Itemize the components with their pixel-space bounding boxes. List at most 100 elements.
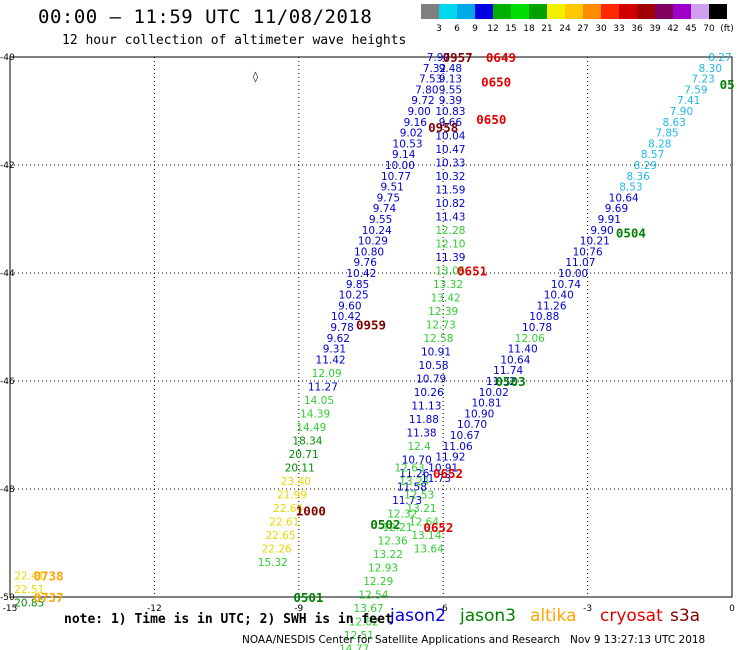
swh-value: 12.28 [435, 225, 465, 237]
pass-time-label: 0652 [423, 520, 453, 535]
swh-value: 10.91 [428, 462, 458, 474]
swh-value: 9.14 [392, 149, 416, 161]
swh-value: 10.32 [435, 171, 465, 183]
swh-value: 12.4 [407, 441, 431, 453]
swh-value: 9.85 [346, 279, 369, 291]
legend-label: 6 [454, 24, 460, 34]
swh-value: 11.58 [397, 481, 427, 493]
tick-label-lat: -50 [0, 593, 15, 603]
swh-value: 10.90 [464, 408, 494, 420]
swh-value: 12.63 [394, 462, 424, 474]
footer-credit: NOAA/NESDIS Center for Satellite Applica… [242, 634, 705, 646]
tick-label-lat: -42 [0, 161, 15, 171]
swh-value: 12.09 [312, 368, 342, 380]
swh-value: 9.55 [369, 214, 392, 226]
swh-value: 10.29 [358, 236, 388, 248]
legend-label: 33 [613, 24, 625, 34]
swh-value: 11.40 [508, 344, 538, 356]
swh-value: 8.53 [619, 182, 642, 194]
pass-time-label: 0650 [476, 112, 506, 127]
swh-value: 9.39 [439, 95, 462, 107]
location-marker: ◊ [253, 71, 259, 83]
swh-value: 22.51 [14, 584, 44, 596]
swh-value: 7.32 [423, 63, 446, 75]
legend-swatch [421, 4, 439, 19]
swh-value: 12.53 [404, 489, 434, 501]
swh-value: 9.66 [439, 117, 463, 129]
swh-value: 13.14 [411, 530, 441, 542]
legend-swatch [439, 4, 457, 19]
legend-label: 15 [505, 24, 517, 34]
swh-value: 12.21 [382, 522, 412, 534]
swh-value: 20.11 [285, 462, 315, 474]
legend-swatch [547, 4, 565, 19]
swh-value: 10.80 [354, 246, 384, 258]
swh-value: 9.00 [407, 106, 430, 118]
tick-label-lat: -44 [0, 269, 15, 279]
swh-value: 10.79 [416, 373, 446, 385]
swh-value: 14.77 [339, 643, 369, 650]
swh-value: 8.57 [641, 149, 664, 161]
swh-value: 7.80 [415, 84, 438, 96]
satellite-jason2: jason2 [390, 606, 446, 626]
swh-value: 12.10 [435, 238, 465, 250]
swh-value: 10.04 [435, 130, 465, 142]
swh-value: 13.22 [373, 549, 403, 561]
swh-value: 9.60 [338, 300, 361, 312]
swh-value: 10.70 [402, 454, 432, 466]
swh-value: 11.26 [536, 300, 566, 312]
legend-swatch [511, 4, 529, 19]
tick-label-lon: -15 [3, 604, 18, 614]
legend-swatch [583, 4, 601, 19]
pass-time-label: 0737 [33, 590, 63, 605]
pass-time-label: 0501 [293, 590, 323, 605]
swh-value: 10.26 [414, 387, 444, 399]
swh-value: 12.36 [378, 535, 408, 547]
satellite-altika: altika [530, 606, 577, 626]
swh-value: 13.21 [407, 503, 437, 515]
swh-value: 10.53 [393, 138, 423, 150]
pass-time-label: 0649 [486, 50, 516, 65]
swh-value: 10.70 [457, 419, 487, 431]
swh-value: 7.23 [691, 74, 714, 86]
swh-value: 15.32 [258, 557, 288, 569]
pass-time-label: 0651 [457, 263, 487, 278]
swh-value: 8.29 [634, 160, 657, 172]
credit-text: NOAA/NESDIS Center for Satellite Applica… [242, 634, 560, 646]
tick-label-lon: 0 [729, 604, 735, 614]
swh-value: 8.27 [708, 52, 731, 64]
pass-time-label: 0504 [616, 226, 646, 241]
satellite-jason3: jason3 [460, 606, 516, 626]
swh-value: 10.76 [573, 246, 603, 258]
swh-value: 22.41 [14, 570, 44, 582]
pass-time-label: 1000 [296, 504, 326, 519]
swh-value: 10.33 [435, 157, 465, 169]
swh-value: 7.90 [670, 106, 693, 118]
swh-value: 9.72 [411, 95, 434, 107]
swh-value: 18.34 [292, 435, 322, 447]
swh-value: 11.39 [435, 252, 465, 264]
swh-value: 9.62 [327, 333, 350, 345]
swh-value: 22.65 [265, 530, 295, 542]
swh-value: 14.39 [300, 408, 330, 420]
swh-value: 10.91 [421, 346, 451, 358]
swh-value: 12.39 [428, 306, 458, 318]
swh-value: 10.64 [609, 192, 639, 204]
swh-value: 11.42 [316, 354, 346, 366]
swh-value: 13.05 [435, 265, 465, 277]
legend-swatch [673, 4, 691, 19]
legend-label: 70 [703, 24, 715, 34]
swh-value: 10.21 [580, 236, 610, 248]
swh-value: 10.40 [544, 290, 574, 302]
legend-swatch [493, 4, 511, 19]
swh-value: 7.85 [655, 128, 678, 140]
swh-value: 8.30 [699, 63, 722, 75]
tick-label-lon: -6 [439, 604, 448, 614]
swh-value: 9.48 [439, 63, 462, 75]
swh-value: 10.00 [385, 160, 415, 172]
swh-value: 11.06 [443, 441, 473, 453]
swh-value: 12.58 [423, 333, 453, 345]
legend-label: 24 [559, 24, 571, 34]
swh-value: 11.38 [407, 427, 437, 439]
swh-value: 8.63 [663, 117, 686, 129]
